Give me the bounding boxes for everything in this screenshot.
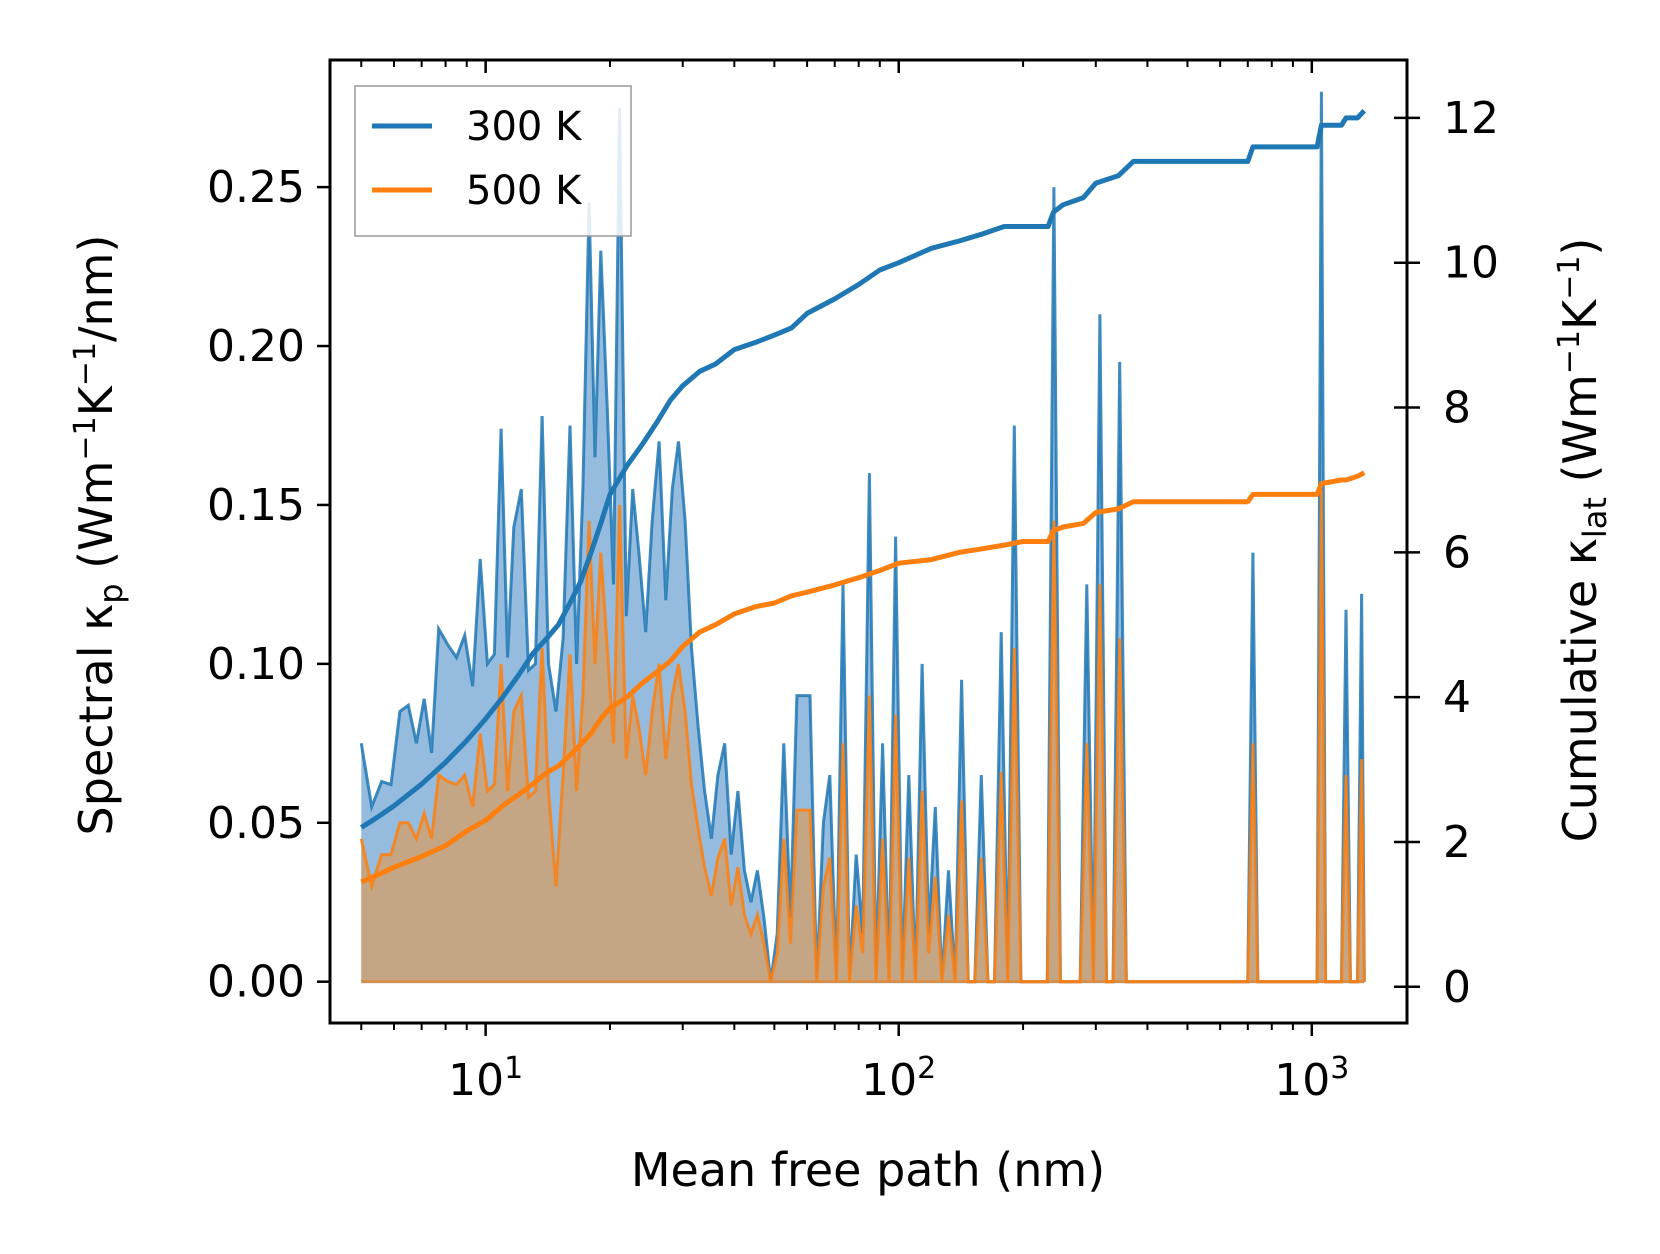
x-axis-title: Mean free path (nm): [631, 1143, 1105, 1197]
y-left-tick-label: 0.00: [207, 957, 305, 1008]
spectral-fill-500k: [361, 489, 1365, 982]
y-right-tick-label: 10: [1443, 238, 1499, 289]
legend: 300 K 500 K: [354, 85, 632, 237]
legend-box: [354, 85, 632, 237]
cumulative-line-300k: [359, 108, 1367, 830]
ticks-layer: 101 102 103 0.00 0.05 0.10 0.15 0.20 0.25 0 2 4 6 8 10…: [207, 60, 1499, 1106]
cumulative-line-500k: [360, 470, 1366, 885]
x-tick-label: 103: [1274, 1051, 1349, 1107]
y-axis-right-title: Cumulative κlat (Wm−1K−1): [1552, 238, 1614, 843]
y-axis-left-title: Spectral κp (Wm−1K−1/nm): [68, 235, 130, 836]
y-right-tick-label: 0: [1443, 962, 1471, 1013]
y-right-tick-label: 8: [1443, 383, 1471, 434]
spectral-series-layer: [359, 91, 1366, 984]
x-tick-label: 102: [861, 1051, 936, 1107]
plot-frame: [328, 58, 1409, 1025]
y-left-tick-label: 0.25: [207, 162, 305, 213]
y-right-tick-label: 2: [1443, 817, 1471, 868]
y-right-tick-label: 4: [1443, 672, 1471, 723]
legend-label-500k: 500 K: [466, 168, 583, 214]
cumulative-series-layer: [359, 108, 1367, 885]
y-left-tick-label: 0.20: [207, 321, 305, 372]
legend-label-300k: 300 K: [466, 104, 583, 150]
y-left-tick-label: 0.05: [207, 798, 305, 849]
y-right-tick-label: 6: [1443, 527, 1471, 578]
y-left-tick-label: 0.15: [207, 480, 305, 531]
y-left-tick-label: 0.10: [207, 639, 305, 690]
y-right-tick-label: 12: [1443, 93, 1499, 144]
x-tick-label: 101: [448, 1051, 523, 1107]
